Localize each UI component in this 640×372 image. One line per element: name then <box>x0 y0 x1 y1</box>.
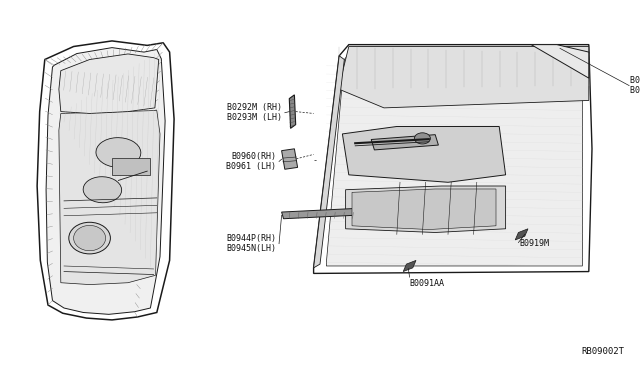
Text: B0960(RH)
B0961 (LH): B0960(RH) B0961 (LH) <box>227 152 276 171</box>
Polygon shape <box>515 229 528 240</box>
Polygon shape <box>342 126 506 182</box>
Polygon shape <box>46 48 165 314</box>
Ellipse shape <box>74 225 106 251</box>
Text: B0944P(RH)
B0945N(LH): B0944P(RH) B0945N(LH) <box>227 234 276 253</box>
Ellipse shape <box>415 133 431 144</box>
Ellipse shape <box>83 177 122 203</box>
Polygon shape <box>531 45 589 78</box>
Polygon shape <box>339 46 589 108</box>
Ellipse shape <box>96 138 141 167</box>
Polygon shape <box>326 50 582 266</box>
Polygon shape <box>282 149 298 169</box>
Polygon shape <box>403 260 416 272</box>
Ellipse shape <box>69 222 111 254</box>
FancyBboxPatch shape <box>112 158 150 175</box>
Text: B0091AA: B0091AA <box>410 279 445 288</box>
Polygon shape <box>314 56 344 268</box>
Polygon shape <box>346 186 506 232</box>
Polygon shape <box>289 95 296 128</box>
Polygon shape <box>352 189 496 230</box>
Polygon shape <box>371 135 438 150</box>
Polygon shape <box>59 110 160 285</box>
Text: B0292M (RH)
B0293M (LH): B0292M (RH) B0293M (LH) <box>227 103 282 122</box>
Text: B0900 (RH)
B0901 (LH): B0900 (RH) B0901 (LH) <box>630 76 640 95</box>
Polygon shape <box>37 41 174 320</box>
Text: RB09002T: RB09002T <box>581 347 624 356</box>
Polygon shape <box>282 208 360 219</box>
Polygon shape <box>314 45 592 273</box>
Text: B0919M: B0919M <box>520 239 550 248</box>
Polygon shape <box>59 54 159 113</box>
Text: SEC.800: SEC.800 <box>77 176 115 185</box>
